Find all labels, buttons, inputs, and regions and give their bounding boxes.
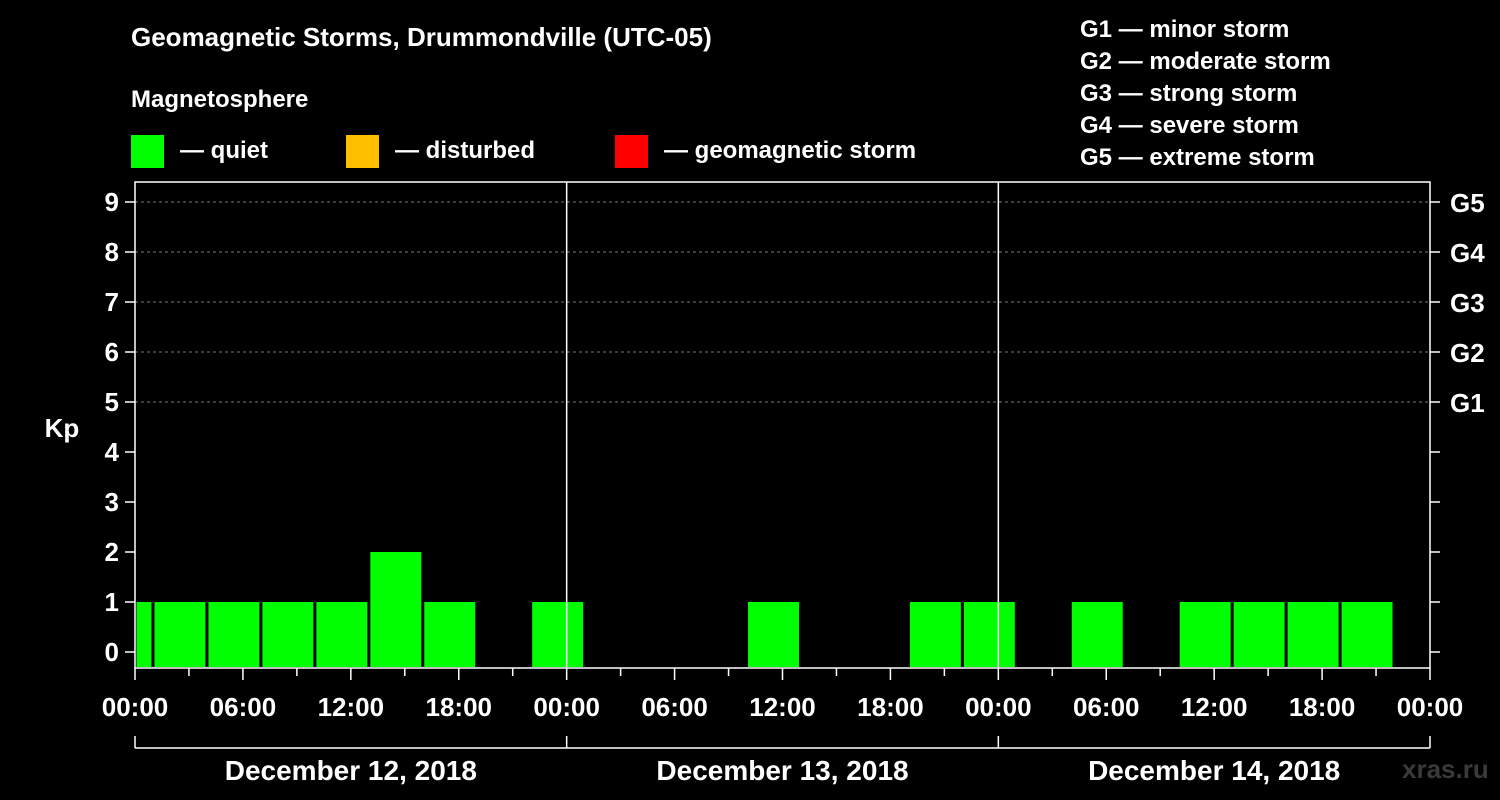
right-axis-label-g3: G3 xyxy=(1450,288,1485,318)
legend-storm-label: — geomagnetic storm xyxy=(664,137,917,164)
x-tick-label-11: 18:00 xyxy=(1289,692,1356,722)
g-scale-g4: G4 — severe storm xyxy=(1080,112,1299,139)
y-axis-label: Kp xyxy=(45,413,80,443)
right-axis-label-g4: G4 xyxy=(1450,238,1485,268)
kp-bar-0 xyxy=(136,602,152,667)
y-tick-label-5: 5 xyxy=(105,387,119,417)
kp-bar-9 xyxy=(909,602,961,667)
y-tick-label-3: 3 xyxy=(105,487,119,517)
x-tick-label-9: 06:00 xyxy=(1073,692,1140,722)
legend-quiet-label: — quiet xyxy=(180,137,268,164)
kp-bar-2 xyxy=(208,602,260,667)
x-tick-label-1: 06:00 xyxy=(210,692,277,722)
right-axis-label-g2: G2 xyxy=(1450,338,1485,368)
right-axis-label-g1: G1 xyxy=(1450,388,1485,418)
day-label-2: December 14, 2018 xyxy=(1088,755,1340,786)
kp-bar-10 xyxy=(963,602,1015,667)
legend-disturbed-label: — disturbed xyxy=(395,137,536,164)
x-tick-label-0: 00:00 xyxy=(102,692,169,722)
g-scale-legend: G1 — minor storm G2 — moderate storm G3 … xyxy=(1080,14,1331,174)
x-tick-label-5: 06:00 xyxy=(641,692,708,722)
kp-bar-1 xyxy=(154,602,206,667)
legend-disturbed-swatch xyxy=(346,134,379,168)
kp-bar-3 xyxy=(262,602,314,667)
legend-disturbed: — disturbed xyxy=(346,134,535,168)
x-tick-label-3: 18:00 xyxy=(426,692,493,722)
kp-bar-4 xyxy=(316,602,368,667)
y-tick-label-9: 9 xyxy=(105,187,119,217)
plot-frame xyxy=(134,181,1431,669)
magnetosphere-label: Magnetosphere xyxy=(131,86,309,113)
legend-storm: — geomagnetic storm xyxy=(615,134,916,168)
kp-bar-6 xyxy=(424,602,476,667)
kp-bar-11 xyxy=(1071,602,1123,667)
kp-bar-7 xyxy=(532,602,584,667)
x-tick-label-6: 12:00 xyxy=(749,692,816,722)
y-tick-label-7: 7 xyxy=(105,287,119,317)
kp-bar-13 xyxy=(1233,602,1285,667)
legend-quiet: — quiet xyxy=(131,134,268,168)
g-scale-g1: G1 — minor storm xyxy=(1080,16,1290,43)
g-scale-g2: G2 — moderate storm xyxy=(1080,48,1331,75)
x-tick-label-2: 12:00 xyxy=(318,692,385,722)
y-tick-label-2: 2 xyxy=(105,537,119,567)
kp-bar-5 xyxy=(370,552,422,667)
x-tick-label-4: 00:00 xyxy=(533,692,600,722)
day-label-0: December 12, 2018 xyxy=(225,755,477,786)
kp-bar-14 xyxy=(1287,602,1339,667)
x-tick-label-7: 18:00 xyxy=(857,692,924,722)
kp-bar-12 xyxy=(1179,602,1231,667)
watermark: xras.ru xyxy=(1402,754,1489,784)
kp-bar-8 xyxy=(748,602,799,667)
chart-title: Geomagnetic Storms, Drummondville (UTC-0… xyxy=(131,22,712,52)
right-axis-label-g5: G5 xyxy=(1450,188,1485,218)
g-scale-g3: G3 — strong storm xyxy=(1080,80,1298,107)
legend-storm-swatch xyxy=(615,134,648,168)
kp-bar-15 xyxy=(1341,602,1393,667)
x-tick-label-10: 12:00 xyxy=(1181,692,1248,722)
legend-quiet-swatch xyxy=(131,134,164,168)
day-label-1: December 13, 2018 xyxy=(656,755,908,786)
x-tick-label-12: 00:00 xyxy=(1397,692,1464,722)
y-tick-label-1: 1 xyxy=(105,587,119,617)
y-tick-label-4: 4 xyxy=(105,437,120,467)
y-tick-label-6: 6 xyxy=(105,337,119,367)
g-scale-g5: G5 — extreme storm xyxy=(1080,144,1315,171)
y-tick-label-8: 8 xyxy=(105,237,119,267)
x-tick-label-8: 00:00 xyxy=(965,692,1032,722)
y-tick-label-0: 0 xyxy=(105,637,119,667)
